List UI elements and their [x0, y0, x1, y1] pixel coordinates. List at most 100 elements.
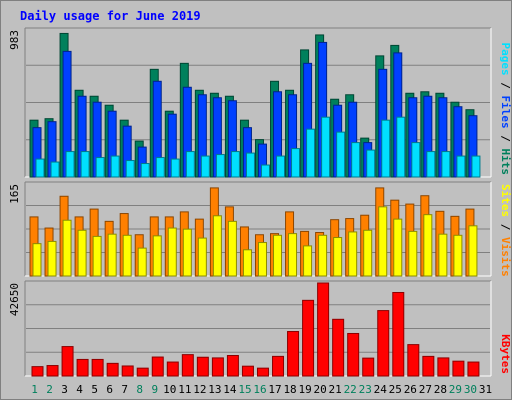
- bar-pages: [140, 163, 150, 178]
- day-label: 25: [389, 383, 402, 396]
- bar-pages: [426, 151, 436, 178]
- bar-pages: [245, 152, 255, 178]
- bar-sites: [197, 237, 207, 277]
- bar-kbytes: [226, 355, 239, 377]
- bar-kbytes: [272, 355, 285, 377]
- bar-sites: [423, 214, 433, 277]
- legend-separator: /: [499, 129, 512, 149]
- y-max-label: 983: [8, 30, 21, 50]
- y-max-label: 165: [8, 184, 21, 204]
- day-label: 23: [359, 383, 372, 396]
- day-label: 20: [314, 383, 327, 396]
- day-label: 1: [31, 383, 38, 396]
- day-label: 26: [404, 383, 417, 396]
- bar-kbytes: [91, 358, 104, 377]
- legend-item-sites: Sites: [499, 184, 512, 217]
- bar-kbytes: [181, 354, 194, 377]
- bar-sites: [92, 235, 102, 277]
- bar-pages: [276, 155, 286, 178]
- day-label: 4: [76, 383, 83, 396]
- bar-kbytes: [196, 356, 209, 377]
- day-label: 6: [106, 383, 113, 396]
- bar-pages: [456, 155, 466, 178]
- day-label: 13: [208, 383, 221, 396]
- bar-sites: [303, 245, 313, 277]
- bar-pages: [35, 158, 45, 178]
- legend-item-hits: Hits: [499, 149, 512, 176]
- bar-pages: [260, 164, 270, 178]
- legend: Sites / Visits: [499, 184, 512, 277]
- day-label: 8: [136, 383, 143, 396]
- day-label: 19: [298, 383, 311, 396]
- bar-kbytes: [76, 358, 89, 377]
- bar-kbytes: [241, 365, 254, 377]
- bar-sites: [152, 235, 162, 277]
- bar-sites: [212, 215, 222, 277]
- day-label: 10: [163, 383, 176, 396]
- bar-sites: [137, 247, 147, 277]
- day-label: 22: [344, 383, 357, 396]
- bar-kbytes: [106, 362, 119, 377]
- bar-pages: [155, 157, 165, 178]
- bar-pages: [351, 142, 361, 178]
- bar-kbytes: [46, 365, 59, 377]
- legend-item-pages: Pages: [499, 43, 512, 76]
- bar-pages: [471, 155, 481, 178]
- bar-pages: [396, 116, 406, 178]
- bar-pages: [411, 142, 421, 178]
- bar-pages: [336, 131, 346, 178]
- day-label: 24: [374, 383, 388, 396]
- bar-sites: [288, 233, 298, 277]
- bar-kbytes: [392, 291, 405, 377]
- bar-kbytes: [31, 366, 44, 377]
- bar-pages: [441, 151, 451, 178]
- bar-pages: [200, 155, 210, 178]
- bar-kbytes: [256, 367, 269, 377]
- bar-sites: [273, 234, 283, 277]
- bar-sites: [348, 231, 358, 277]
- bar-pages: [381, 119, 391, 178]
- bar-kbytes: [151, 356, 164, 377]
- y-max-label: 42650: [8, 283, 21, 316]
- day-label: 3: [61, 383, 68, 396]
- bar-sites: [438, 233, 448, 277]
- bar-sites: [167, 227, 177, 277]
- day-label: 2: [46, 383, 53, 396]
- bar-sites: [62, 219, 72, 277]
- bar-sites: [408, 230, 418, 277]
- bar-pages: [291, 148, 301, 178]
- bar-pages: [170, 158, 180, 178]
- day-label: 31: [479, 383, 492, 396]
- bar-sites: [242, 249, 252, 277]
- bar-pages: [125, 160, 135, 178]
- bar-sites: [468, 225, 478, 277]
- bar-sites: [227, 220, 237, 277]
- chart-title: Daily usage for June 2019: [20, 9, 201, 23]
- bar-kbytes: [377, 310, 390, 377]
- bar-kbytes: [166, 361, 179, 377]
- day-label: 5: [91, 383, 98, 396]
- bar-kbytes: [332, 318, 345, 377]
- day-label: 30: [464, 383, 477, 396]
- bar-kbytes: [407, 344, 420, 377]
- bar-sites: [122, 234, 132, 277]
- bar-kbytes: [347, 332, 360, 377]
- bar-kbytes: [136, 367, 149, 377]
- bar-pages: [50, 161, 60, 178]
- day-label: 12: [193, 383, 206, 396]
- day-label: 27: [419, 383, 432, 396]
- day-label: 9: [151, 383, 158, 396]
- bar-kbytes: [452, 360, 465, 377]
- bar-pages: [215, 154, 225, 178]
- bar-pages: [230, 151, 240, 178]
- bar-sites: [107, 233, 117, 277]
- legend: KBytes: [499, 334, 512, 374]
- bar-sites: [378, 206, 388, 277]
- bar-kbytes: [317, 282, 330, 377]
- bar-kbytes: [362, 357, 375, 377]
- bar-kbytes: [61, 346, 74, 377]
- day-label: 16: [253, 383, 266, 396]
- bar-kbytes: [121, 365, 134, 377]
- bar-pages: [366, 149, 376, 178]
